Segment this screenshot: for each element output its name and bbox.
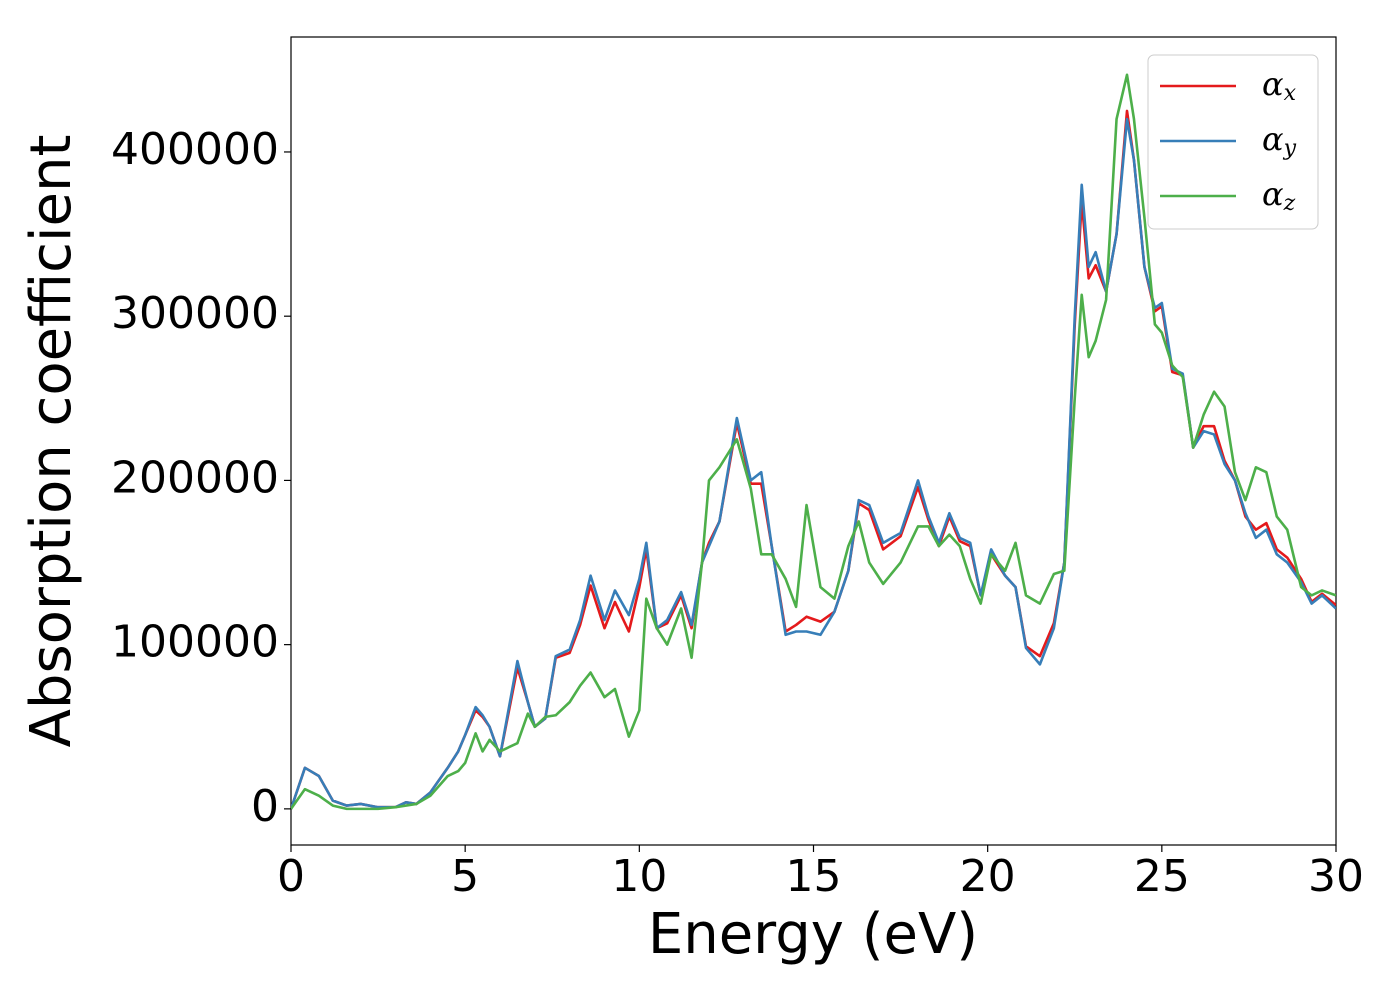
x-tick-label: 20 <box>960 851 1016 902</box>
legend-label: αy <box>1262 120 1297 162</box>
legend-label: αx <box>1262 65 1297 107</box>
y-tick-label: 200000 <box>111 452 279 503</box>
y-axis-label: Absorption coefficient <box>19 135 84 748</box>
x-tick-label: 10 <box>611 851 667 902</box>
data-line <box>291 73 1336 811</box>
x-tick-label: 15 <box>786 851 842 902</box>
legend-label: αz <box>1262 175 1296 217</box>
x-tick-label: 25 <box>1134 851 1190 902</box>
y-tick-label: 100000 <box>111 617 279 668</box>
x-axis-label: Energy (eV) <box>648 902 978 967</box>
y-tick-label: 0 <box>251 781 279 832</box>
x-tick-label: 30 <box>1308 851 1364 902</box>
y-tick-label: 300000 <box>111 288 279 339</box>
data-line <box>291 117 1336 810</box>
y-tick-label: 400000 <box>111 124 279 175</box>
x-tick-label: 0 <box>277 851 305 902</box>
x-tick-label: 5 <box>451 851 479 902</box>
